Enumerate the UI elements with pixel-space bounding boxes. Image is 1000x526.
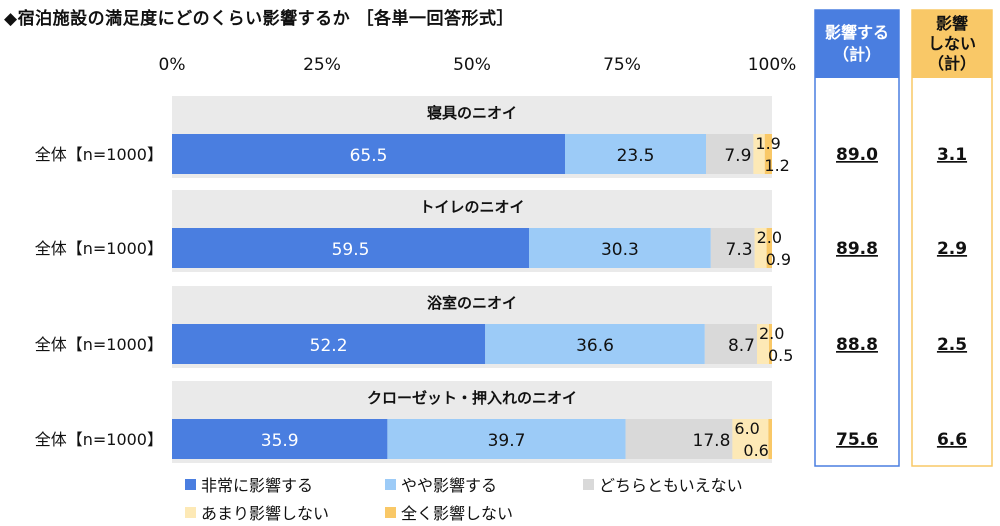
bar-segment (706, 134, 754, 174)
bar-segment (529, 228, 711, 268)
bar-segment (172, 134, 565, 174)
bar-value-label: 0.6 (743, 441, 768, 460)
affect-total-header-line2: （計） (832, 45, 881, 64)
bar-segment (753, 134, 765, 174)
affect-total-header-line1: 影響する (824, 23, 889, 42)
bar-value-label: 52.2 (310, 336, 348, 356)
legend-swatch (185, 506, 196, 518)
bar-value-label: 36.6 (576, 336, 614, 356)
legend-item: 全く影響しない (385, 500, 513, 524)
bar-segment (172, 419, 388, 459)
legend-label: やや影響する (401, 476, 498, 495)
legend-label: どちらともいえない (599, 476, 743, 495)
row-label: 全体【n=1000】 (35, 145, 163, 164)
legend-item: どちらともいえない (583, 472, 743, 496)
x-tick-label: 75% (603, 55, 641, 75)
row-label: 全体【n=1000】 (35, 430, 163, 449)
affect-total-value: 89.0 (836, 145, 878, 165)
legend-item: やや影響する (385, 472, 497, 496)
bar-value-label: 17.8 (693, 431, 731, 451)
bar-segment (757, 324, 769, 364)
bar-value-label: 7.9 (724, 146, 751, 166)
bar-segment (172, 324, 486, 364)
x-tick-label: 0% (159, 55, 186, 75)
legend-swatch (385, 478, 396, 490)
row-label: 全体【n=1000】 (35, 335, 163, 354)
bar-value-label: 0.5 (768, 346, 793, 365)
x-tick-label: 100% (748, 55, 797, 75)
group-title: トイレのニオイ (419, 198, 524, 216)
noaffect-total-value: 2.5 (937, 335, 967, 355)
bar-value-label: 23.5 (617, 146, 655, 166)
bar-segment (764, 134, 772, 174)
affect-total-value: 89.8 (836, 239, 878, 259)
group-title: 寝具のニオイ (427, 104, 517, 122)
noaffect-total-header-line1: 影響 (935, 14, 968, 33)
affect-total-value: 88.8 (836, 335, 878, 355)
bar-value-label: 1.2 (764, 156, 789, 175)
bar-segment (387, 419, 626, 459)
chart-title: ◆宿泊施設の満足度にどのくらい影響するか ［各単一回答形式］ (4, 9, 514, 29)
bar-segment (732, 419, 769, 459)
affect-total-column (814, 9, 900, 467)
noaffect-total-value: 2.9 (937, 239, 967, 259)
bar-value-label: 2.0 (757, 228, 782, 247)
bar-value-label: 39.7 (488, 431, 526, 451)
row-label: 全体【n=1000】 (35, 239, 163, 258)
bar-segment (754, 228, 767, 268)
affect-total-value: 75.6 (836, 430, 878, 450)
legend-item: 非常に影響する (185, 472, 313, 496)
bar-segment (769, 324, 772, 364)
bar-value-label: 59.5 (332, 240, 370, 260)
legend-swatch (185, 478, 196, 490)
bar-value-label: 7.3 (726, 240, 753, 260)
bar-segment (768, 419, 772, 459)
group-title: 浴室のニオイ (427, 294, 517, 312)
group-title: クローゼット・押入れのニオイ (367, 389, 577, 407)
x-tick-label: 25% (303, 55, 341, 75)
legend-item: あまり影響しない (185, 500, 329, 524)
bar-segment (625, 419, 733, 459)
bar-value-label: 6.0 (734, 419, 759, 438)
bar-segment (565, 134, 706, 174)
affect-total-header: 影響する （計） (815, 10, 899, 78)
noaffect-total-header: 影響 しない （計） (912, 10, 992, 78)
noaffect-total-value: 3.1 (937, 145, 967, 165)
noaffect-total-column (911, 9, 993, 467)
bar-value-label: 30.3 (601, 240, 639, 260)
legend-swatch (385, 506, 396, 518)
noaffect-total-header-line3: （計） (927, 54, 976, 73)
bar-value-label: 65.5 (350, 146, 388, 166)
legend-label: あまり影響しない (201, 504, 330, 523)
bar-value-label: 35.9 (261, 431, 299, 451)
legend-label: 全く影響しない (401, 504, 514, 523)
bar-segment (172, 228, 529, 268)
legend-label: 非常に影響する (201, 476, 314, 495)
noaffect-total-value: 6.6 (937, 430, 967, 450)
bar-value-label: 2.0 (759, 324, 784, 343)
bar-segment (766, 228, 772, 268)
noaffect-total-header-line2: しない (927, 34, 976, 53)
bar-segment (485, 324, 705, 364)
bar-segment (710, 228, 755, 268)
bar-value-label: 1.9 (755, 134, 780, 153)
bar-value-label: 8.7 (728, 336, 755, 356)
bar-value-label: 0.9 (766, 250, 791, 269)
x-tick-label: 50% (453, 55, 491, 75)
bar-segment (704, 324, 757, 364)
legend-swatch (583, 478, 594, 490)
